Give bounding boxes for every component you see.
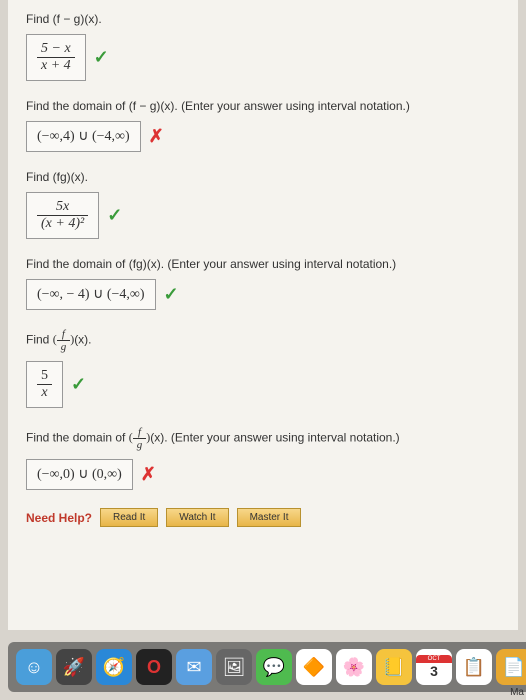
question-3: Find (fg)(x). 5x (x + 4)² ✓ [26,170,500,239]
drive-icon[interactable]: 🔶 [296,649,332,685]
question-4: Find the domain of (fg)(x). (Enter your … [26,257,500,310]
q3-prompt: Find (fg)(x). [26,170,500,184]
q5-den: x [37,385,52,401]
check-icon: ✓ [107,205,122,226]
messages-icon[interactable]: 💬 [256,649,292,685]
q4-prompt: Find the domain of (fg)(x). (Enter your … [26,257,500,271]
q4-answer-box[interactable]: (−∞, − 4) ∪ (−4,∞) [26,279,156,310]
preview-icon[interactable]: 🖼 [216,649,252,685]
help-label: Need Help? [26,511,92,525]
q6-prompt: Find the domain of (fg)(x). (Enter your … [26,426,500,451]
question-2: Find the domain of (f − g)(x). (Enter yo… [26,99,500,152]
check-icon: ✓ [164,284,179,305]
calendar-icon[interactable]: OCT 3 [416,649,452,685]
q6-answer-box[interactable]: (−∞,0) ∪ (0,∞) [26,459,133,490]
check-icon: ✓ [71,374,86,395]
q2-answer-box[interactable]: (−∞,4) ∪ (−4,∞) [26,121,141,152]
finder-icon[interactable]: ☺ [16,649,52,685]
reminders-icon[interactable]: 📋 [456,649,492,685]
q1-num: 5 − x [37,41,75,58]
q3-answer-box[interactable]: 5x (x + 4)² [26,192,99,239]
q1-den: x + 4 [37,58,75,74]
q1-answer-box[interactable]: 5 − x x + 4 [26,34,86,81]
q2-prompt: Find the domain of (f − g)(x). (Enter yo… [26,99,500,113]
launchpad-icon[interactable]: 🚀 [56,649,92,685]
cross-icon: ✗ [149,126,164,147]
question-6: Find the domain of (fg)(x). (Enter your … [26,426,500,490]
cross-icon: ✗ [141,464,156,485]
q5-answer-box[interactable]: 5 x [26,361,63,408]
notes-icon[interactable]: 📒 [376,649,412,685]
homework-panel: Find (f − g)(x). 5 − x x + 4 ✓ Find the … [8,0,518,630]
q5-num: 5 [37,368,52,385]
corner-text: Ma [510,687,524,698]
question-5: Find (fg)(x). 5 x ✓ [26,328,500,408]
watch-it-button[interactable]: Watch It [166,508,228,527]
q5-prompt: Find (fg)(x). [26,328,500,353]
check-icon: ✓ [94,47,109,68]
read-it-button[interactable]: Read It [100,508,158,527]
mail-icon[interactable]: ✉ [176,649,212,685]
macos-dock: ☺ 🚀 🧭 O ✉ 🖼 💬 🔶 🌸 📒 OCT 3 📋 📄 [8,642,526,692]
q3-num: 5x [37,199,88,216]
photos-icon[interactable]: 🌸 [336,649,372,685]
q1-prompt: Find (f − g)(x). [26,12,500,26]
question-1: Find (f − g)(x). 5 − x x + 4 ✓ [26,12,500,81]
master-it-button[interactable]: Master It [237,508,302,527]
help-row: Need Help? Read It Watch It Master It [26,508,500,527]
safari-icon[interactable]: 🧭 [96,649,132,685]
q3-den: (x + 4)² [37,216,88,232]
opera-icon[interactable]: O [136,649,172,685]
stickies-icon[interactable]: 📄 [496,649,526,685]
